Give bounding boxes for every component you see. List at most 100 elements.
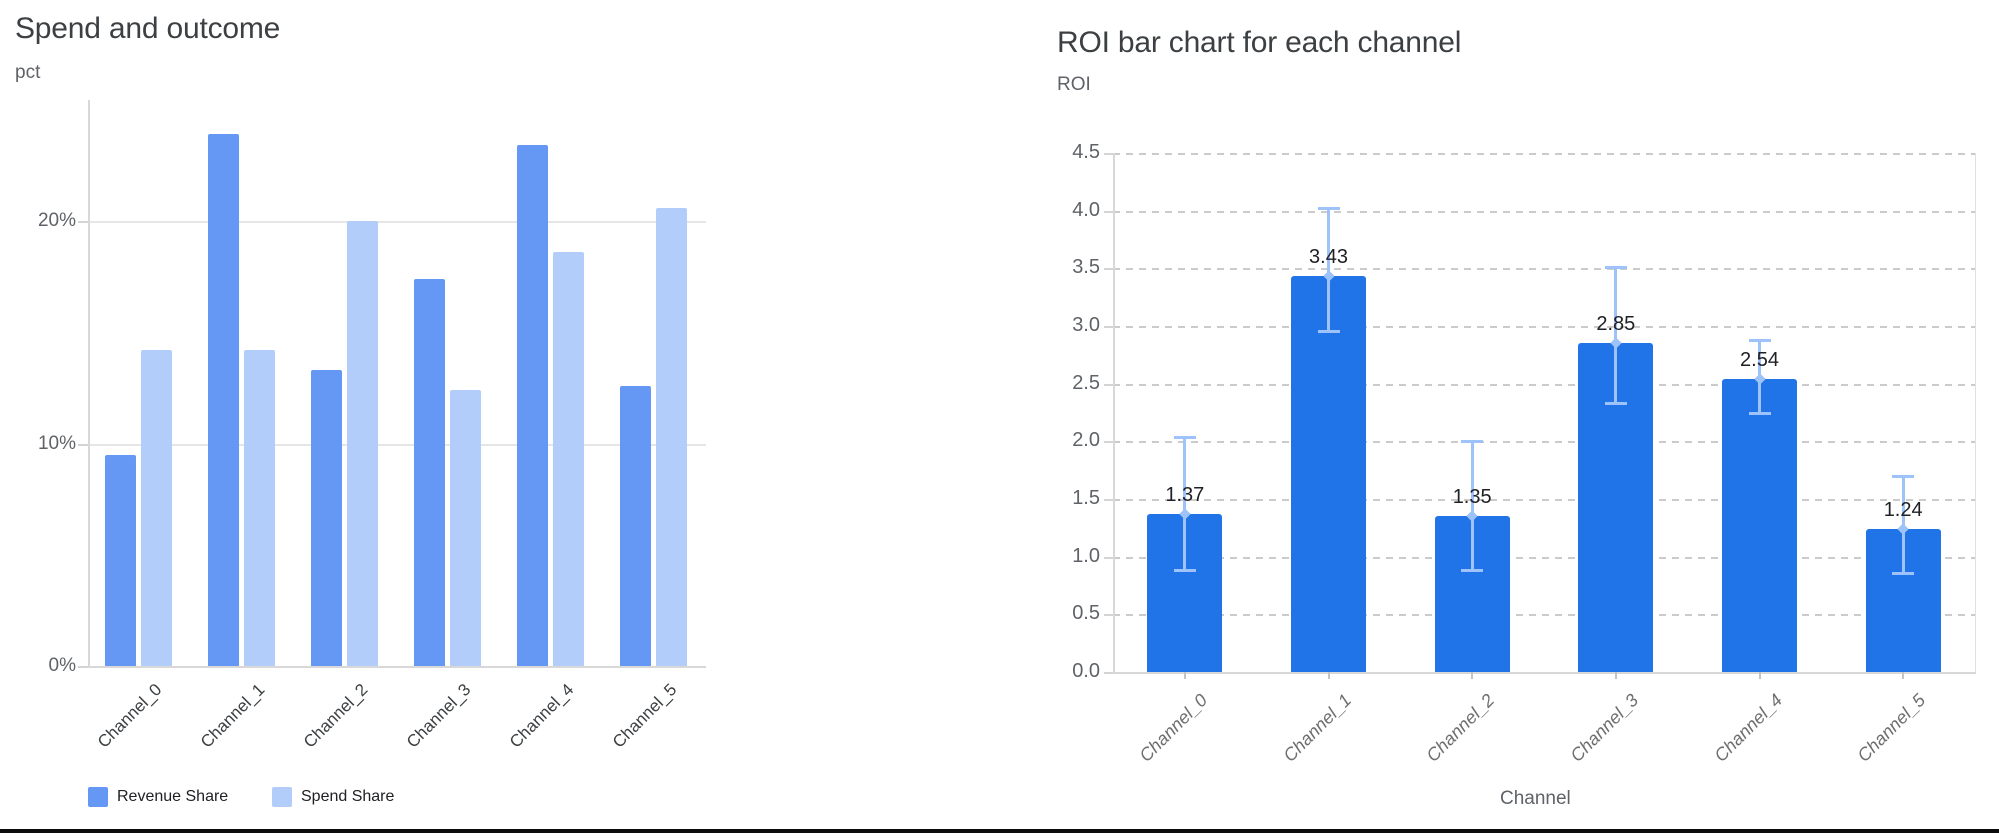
error-bar-cap-bottom-channel_3: [1604, 402, 1627, 406]
y-tick-label-1.0: 1.0: [1072, 544, 1100, 567]
gridline-3.5: [1113, 268, 1975, 271]
bar-spend-share-channel_4: [553, 252, 584, 666]
plot-right-border: [1975, 153, 1976, 672]
x-label-channel_0: Channel_0: [93, 680, 165, 752]
y-tick-20%: [78, 221, 88, 223]
error-bar-line-channel_2: [1470, 441, 1474, 571]
bar-revenue-share-channel_0: [105, 454, 136, 666]
y-tick-label-3.5: 3.5: [1072, 256, 1100, 279]
y-tick-0.5: [1104, 614, 1113, 617]
y-tick-label-2.5: 2.5: [1072, 371, 1100, 394]
x-label-channel_5: Channel_5: [608, 680, 680, 752]
y-tick-2.0: [1104, 441, 1113, 444]
x-tick-channel_0: [1183, 672, 1186, 679]
y-tick-label-2.0: 2.0: [1072, 429, 1100, 452]
y-tick-label-20%: 20%: [37, 210, 76, 231]
y-tick-label-10%: 10%: [37, 432, 76, 454]
legend-swatch-spend-share: [272, 787, 292, 807]
error-bar-line-channel_0: [1183, 436, 1187, 571]
y-tick-1.5: [1104, 499, 1113, 501]
y-tick-label-0%: 0%: [48, 655, 76, 676]
bar-revenue-share-channel_4: [517, 145, 548, 666]
error-bar-cap-top-channel_3: [1604, 266, 1627, 270]
legend-label-spend-share: Spend Share: [301, 788, 395, 805]
y-axis-line: [88, 100, 90, 666]
roi-chart-title: ROI bar chart for each channel: [1057, 26, 1462, 59]
gridline-0.5: [1113, 614, 1975, 617]
error-bar-cap-bottom-channel_5: [1892, 571, 1915, 575]
x-label-channel_1: Channel_1: [1278, 690, 1355, 766]
bar-spend-share-channel_3: [450, 390, 481, 666]
y-tick-label-1.5: 1.5: [1072, 487, 1100, 509]
y-tick-0%: [78, 666, 88, 668]
bar-spend-share-channel_2: [347, 221, 378, 666]
y-tick-2.5: [1104, 383, 1113, 386]
x-axis-line: [88, 666, 706, 668]
error-bar-cap-bottom-channel_4: [1748, 411, 1771, 415]
x-tick-channel_3: [1614, 672, 1617, 679]
bar-revenue-share-channel_3: [414, 278, 445, 666]
error-bar-cap-top-channel_2: [1461, 440, 1484, 444]
bar-revenue-share-channel_1: [208, 134, 239, 666]
gridline-3.0: [1113, 326, 1975, 328]
y-axis-line: [1113, 153, 1115, 672]
y-tick-0.0: [1104, 672, 1113, 674]
bar-roi-channel_4: [1722, 379, 1797, 672]
roi-x-axis-title: Channel: [1500, 788, 1571, 809]
gridline-4.0: [1113, 210, 1975, 213]
x-label-channel_3: Channel_3: [1566, 690, 1642, 766]
x-axis-line: [1113, 672, 1976, 674]
y-tick-label-4.0: 4.0: [1072, 198, 1100, 221]
gridline-10%: [88, 443, 706, 446]
x-tick-channel_5: [1902, 672, 1905, 679]
gridline-2.5: [1113, 383, 1975, 386]
spend-outcome-y-axis-unit: pct: [15, 62, 41, 83]
bar-value-label-channel_5: 1.24: [1883, 498, 1923, 521]
x-tick-channel_2: [1471, 672, 1474, 679]
spend-outcome-chart-title: Spend and outcome: [15, 12, 281, 45]
error-bar-cap-top-channel_1: [1317, 207, 1340, 211]
bar-value-label-channel_4: 2.54: [1740, 349, 1779, 372]
y-tick-label-4.5: 4.5: [1072, 141, 1100, 163]
y-tick-3.5: [1104, 268, 1113, 271]
gridline-20%: [88, 221, 706, 223]
y-tick-10%: [78, 443, 88, 446]
x-label-channel_2: Channel_2: [1422, 690, 1499, 766]
legend-label-revenue-share: Revenue Share: [117, 788, 229, 805]
bar-value-label-channel_3: 2.85: [1596, 313, 1636, 336]
bar-value-label-channel_0: 1.37: [1165, 483, 1205, 506]
legend-swatch-revenue-share: [88, 787, 108, 807]
x-label-channel_5: Channel_5: [1853, 690, 1930, 766]
error-bar-cap-top-channel_4: [1748, 338, 1771, 342]
roi-y-axis-unit: ROI: [1057, 74, 1091, 95]
y-tick-3.0: [1104, 326, 1113, 328]
bar-spend-share-channel_0: [141, 350, 172, 666]
gridline-1.0: [1113, 556, 1975, 559]
y-tick-4.5: [1104, 153, 1113, 155]
error-bar-cap-top-channel_5: [1892, 474, 1915, 478]
bar-revenue-share-channel_2: [311, 370, 342, 666]
bottom-separator-line: [0, 829, 1999, 833]
x-label-channel_1: Channel_1: [196, 680, 268, 752]
x-label-channel_4: Channel_4: [1709, 690, 1786, 766]
gridline-2.0: [1113, 441, 1975, 444]
error-bar-cap-bottom-channel_2: [1461, 568, 1484, 572]
x-label-channel_2: Channel_2: [299, 680, 371, 752]
x-label-channel_0: Channel_0: [1135, 690, 1211, 766]
bar-revenue-share-channel_5: [620, 385, 651, 666]
bar-spend-share-channel_5: [656, 207, 687, 666]
error-bar-cap-bottom-channel_1: [1317, 329, 1340, 333]
y-tick-label-0.0: 0.0: [1072, 660, 1100, 682]
error-bar-line-channel_3: [1614, 267, 1618, 405]
y-tick-1.0: [1104, 556, 1113, 559]
y-tick-4.0: [1104, 210, 1113, 213]
x-tick-channel_1: [1327, 672, 1330, 679]
bar-spend-share-channel_1: [244, 350, 275, 666]
x-label-channel_3: Channel_3: [402, 680, 474, 752]
error-bar-cap-bottom-channel_0: [1173, 568, 1196, 572]
x-tick-channel_4: [1758, 672, 1761, 679]
y-tick-label-3.0: 3.0: [1072, 314, 1100, 336]
error-bar-line-channel_1: [1327, 208, 1330, 332]
error-bar-cap-top-channel_0: [1173, 435, 1196, 439]
